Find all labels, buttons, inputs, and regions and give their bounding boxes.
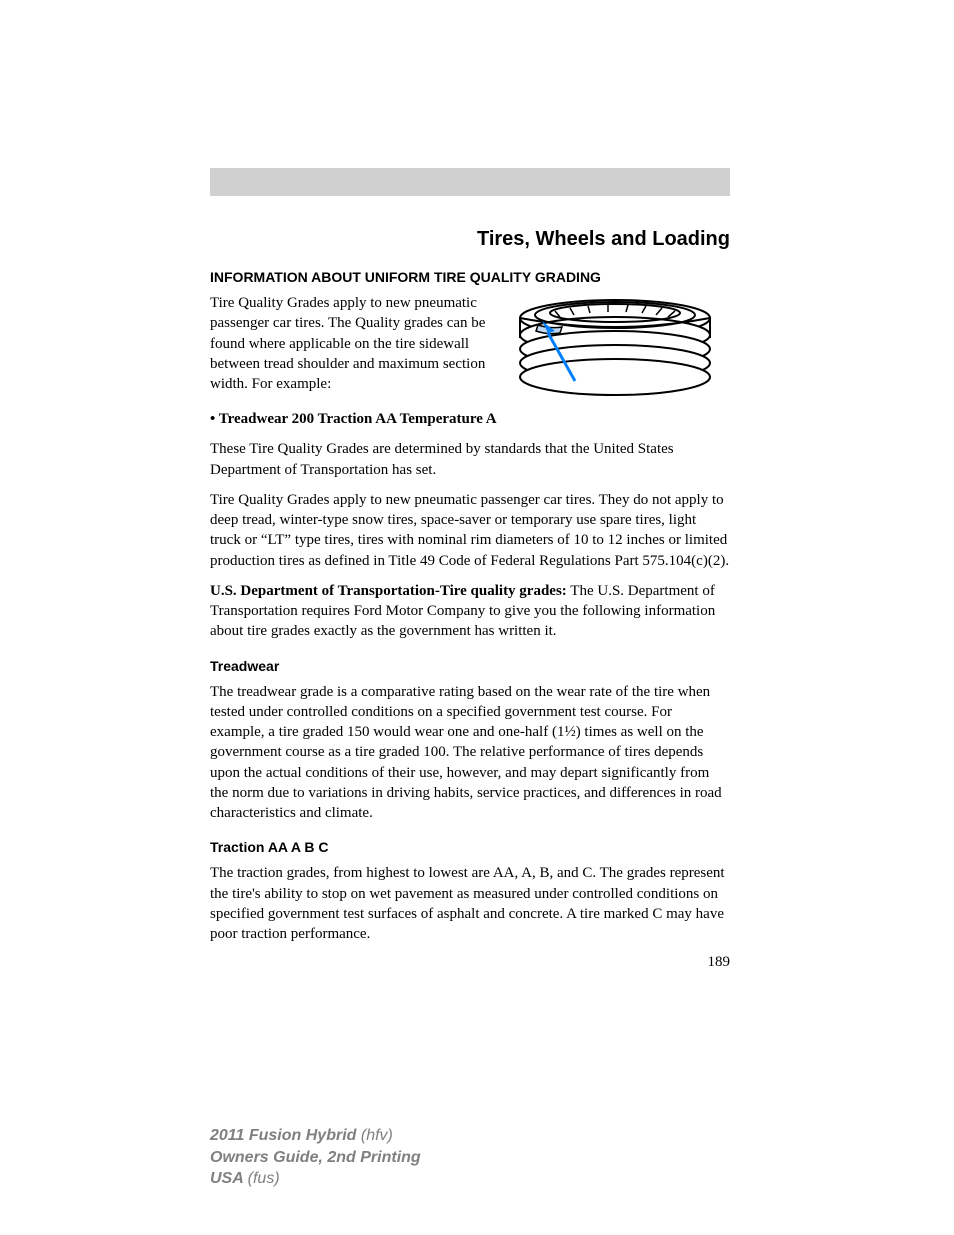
treadwear-text: The treadwear grade is a comparative rat… bbox=[210, 682, 730, 824]
section-heading: INFORMATION ABOUT UNIFORM TIRE QUALITY G… bbox=[210, 269, 730, 285]
footer-region: USA bbox=[210, 1170, 248, 1187]
treadwear-heading: Treadwear bbox=[210, 658, 730, 674]
bullet-text: Treadwear 200 Traction AA Temperature A bbox=[219, 411, 497, 427]
traction-heading: Traction AA A B C bbox=[210, 839, 730, 855]
footer-line-1: 2011 Fusion Hybrid (hfv) bbox=[210, 1125, 421, 1147]
dot-bold: U.S. Department of Transportation-Tire q… bbox=[210, 583, 567, 599]
page-number: 189 bbox=[210, 954, 730, 971]
footer-code2: (fus) bbox=[248, 1170, 280, 1187]
chapter-title: Tires, Wheels and Loading bbox=[210, 228, 730, 251]
page-content: Tires, Wheels and Loading INFORMATION AB… bbox=[210, 228, 730, 971]
example-bullet: Treadwear 200 Traction AA Temperature A bbox=[210, 409, 730, 429]
footer-model: 2011 Fusion Hybrid bbox=[210, 1127, 361, 1144]
footer-line-3: USA (fus) bbox=[210, 1168, 421, 1190]
gray-header-bar bbox=[210, 168, 730, 196]
footer-line-2: Owners Guide, 2nd Printing bbox=[210, 1147, 421, 1169]
paragraph-dot: U.S. Department of Transportation-Tire q… bbox=[210, 581, 730, 642]
intro-text: Tire Quality Grades apply to new pneumat… bbox=[210, 293, 488, 403]
traction-text: The traction grades, from highest to low… bbox=[210, 863, 730, 944]
intro-block: Tire Quality Grades apply to new pneumat… bbox=[210, 293, 730, 403]
paragraph-grades-determined: These Tire Quality Grades are determined… bbox=[210, 439, 730, 480]
footer-code1: (hfv) bbox=[361, 1127, 393, 1144]
paragraph-grades-apply: Tire Quality Grades apply to new pneumat… bbox=[210, 490, 730, 571]
footer: 2011 Fusion Hybrid (hfv) Owners Guide, 2… bbox=[210, 1125, 421, 1190]
tire-diagram bbox=[500, 293, 730, 403]
